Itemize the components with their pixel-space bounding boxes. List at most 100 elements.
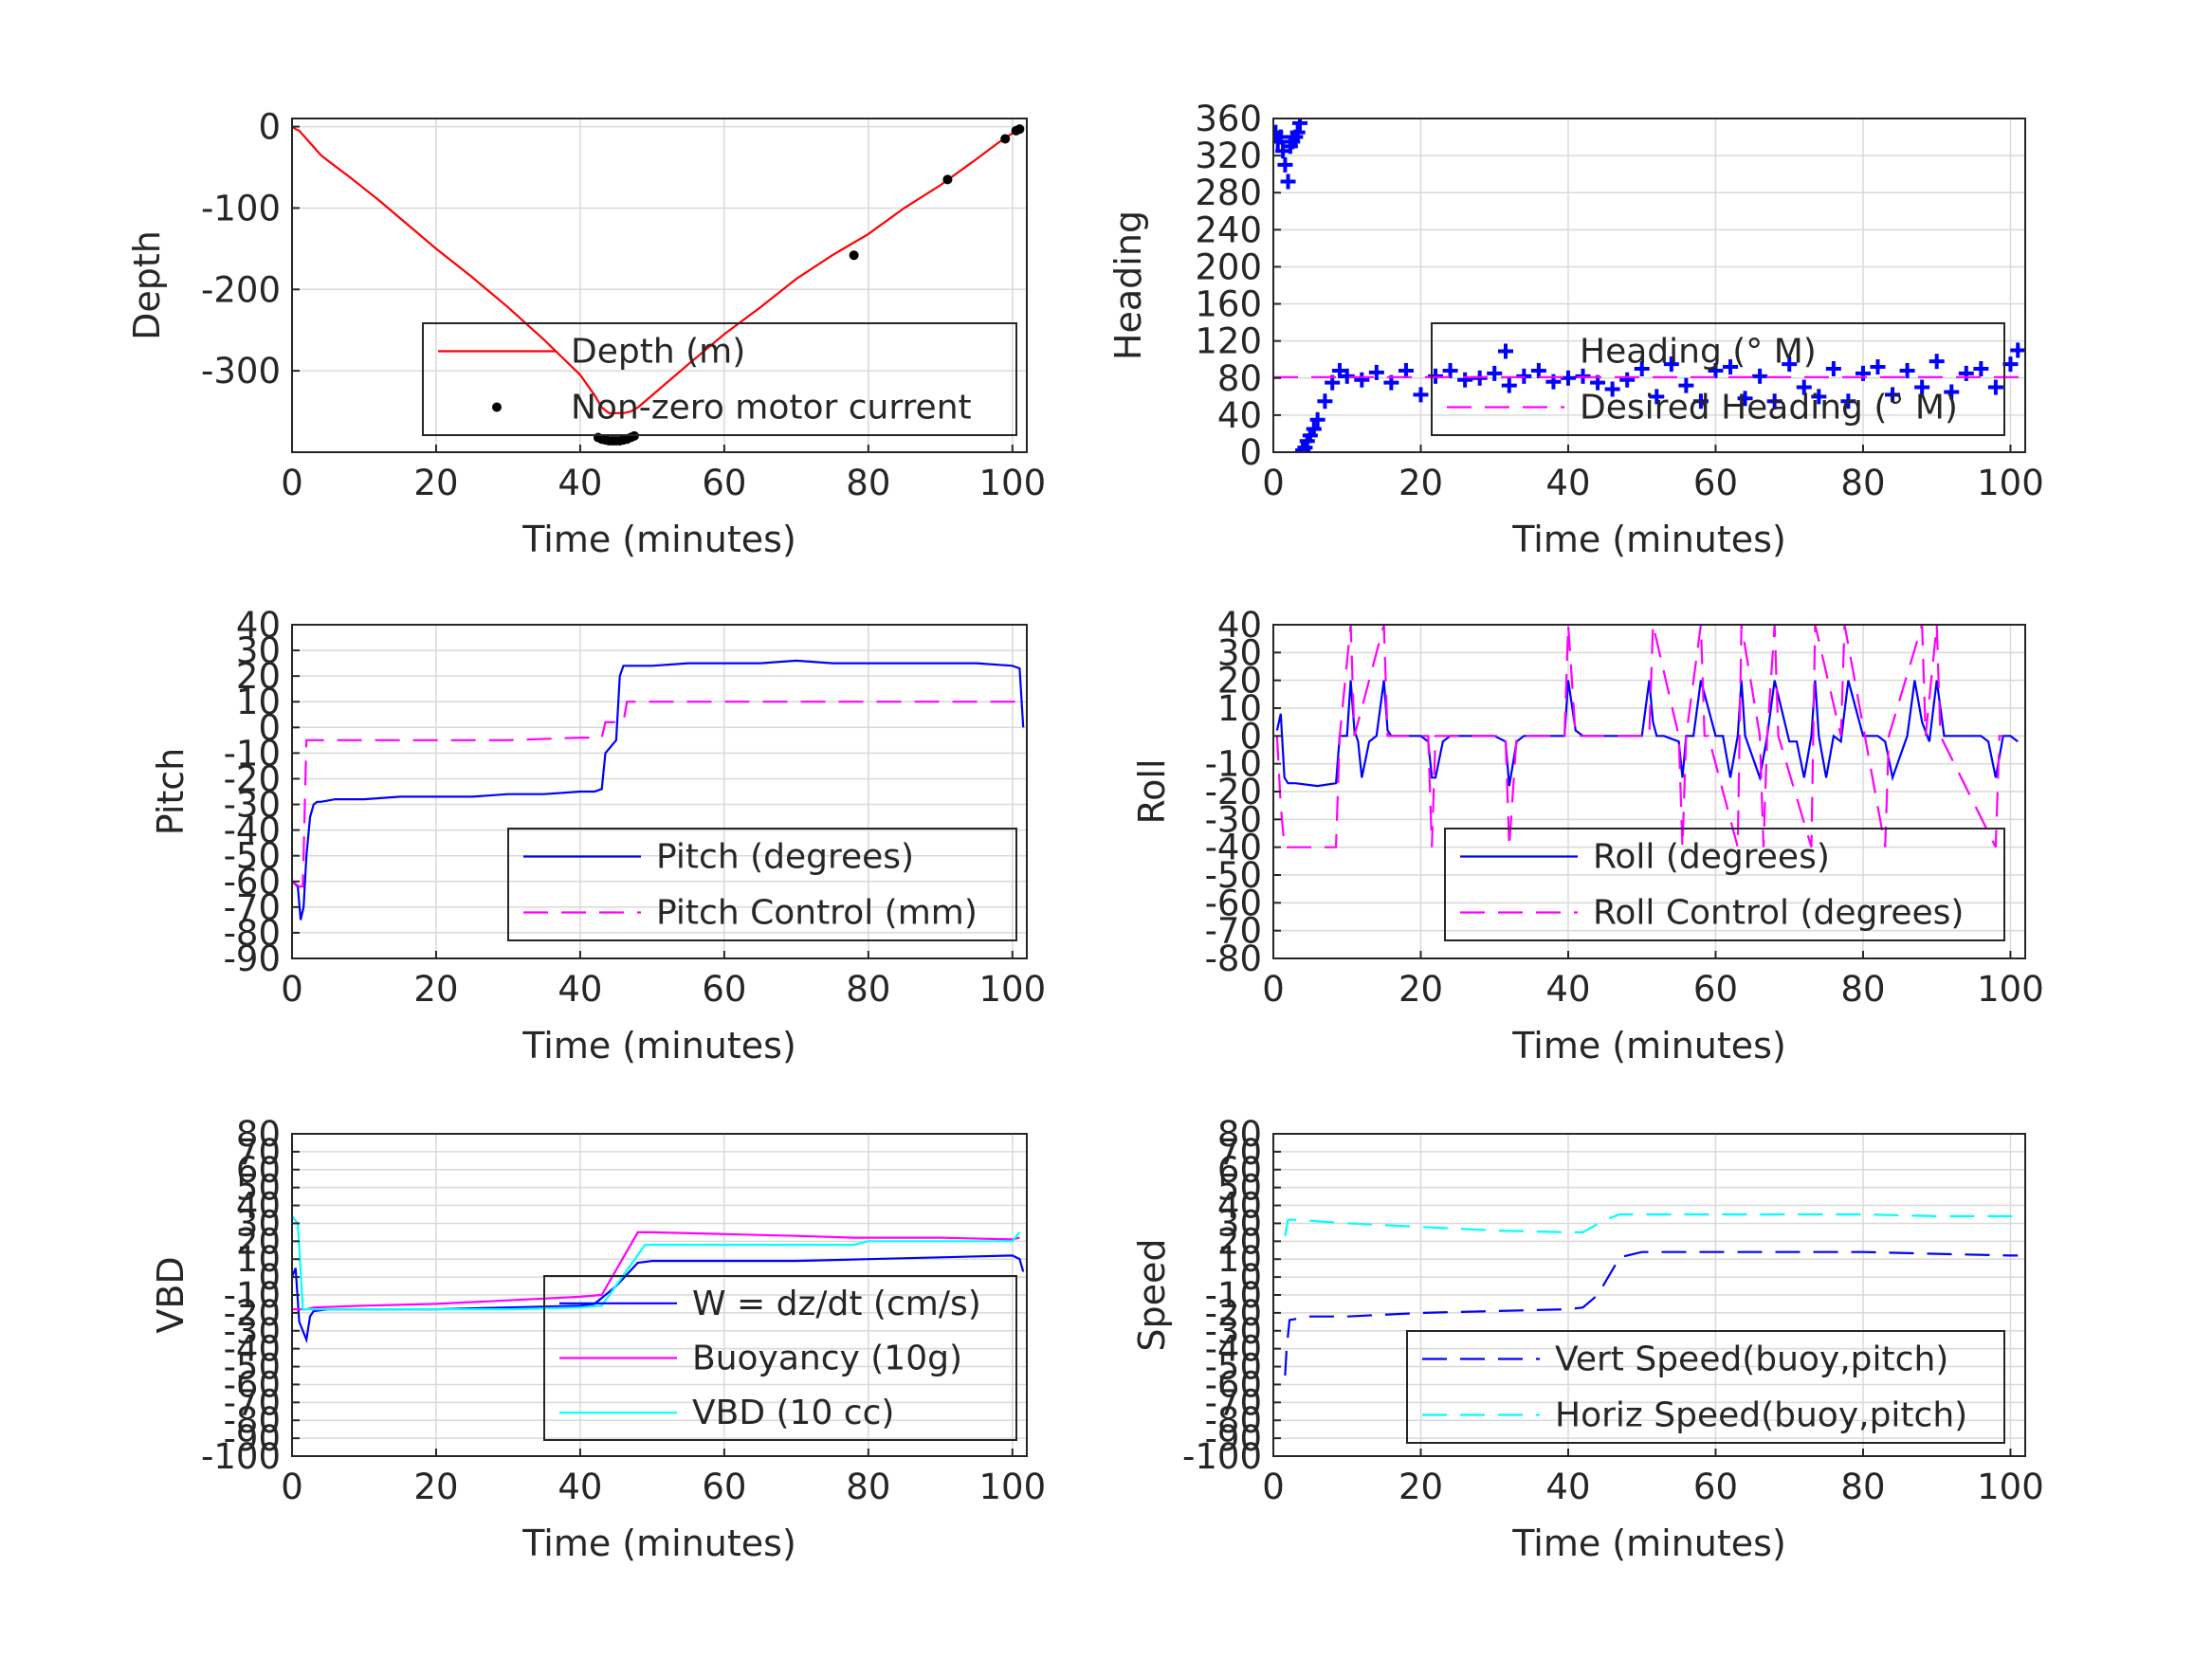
roll-xtick-label: 0: [1262, 969, 1285, 1010]
pitch-legend-box: [507, 828, 1017, 941]
depth-ytick-label: -300: [201, 351, 281, 392]
heading-point: [1413, 387, 1429, 403]
depth-xtick-label: 20: [413, 463, 458, 503]
depth-xlabel: Time (minutes): [521, 519, 796, 560]
roll-legend-box: [1444, 828, 2005, 941]
depth-point: [942, 174, 953, 185]
vbd-series-1: [292, 1231, 1020, 1311]
pitch-ytick-label: 10: [236, 682, 281, 722]
vbd-xtick-label: 40: [558, 1467, 602, 1507]
heading-point: [1825, 361, 1841, 376]
heading-series-0: [1273, 118, 2025, 452]
roll-ytick-label: 20: [1217, 661, 1262, 702]
vbd-ytick-label: -30: [224, 1311, 281, 1352]
speed-line: [1284, 1250, 2019, 1376]
vbd-legend-box: [543, 1275, 1017, 1441]
vbd-series-0: [292, 1254, 1025, 1344]
roll-ytick-label: -60: [1205, 883, 1262, 923]
depth-point: [1000, 134, 1011, 144]
vbd-legend-entry: Buoyancy (10g): [692, 1340, 962, 1378]
roll-series-0: [1275, 680, 2019, 788]
roll-ytick-label: -70: [1205, 911, 1262, 952]
vbd-ytick-label: 40: [236, 1186, 281, 1227]
speed-ytick-label: 80: [1217, 1114, 1262, 1155]
heading-point: [1914, 379, 1930, 395]
heading-point: [1692, 393, 1709, 410]
heading-point: [1649, 389, 1665, 405]
heading-point: [1306, 421, 1322, 437]
vbd-line: [292, 1254, 1025, 1344]
vbd-xtick-label: 100: [978, 1467, 1046, 1507]
heading-point: [2002, 356, 2019, 373]
heading-point: [1291, 118, 1307, 131]
speed-legend-entry: Vert Speed(buoy,pitch): [1555, 1340, 1948, 1379]
vbd-line: [292, 1231, 1020, 1311]
pitch-ytick-label: 30: [236, 630, 281, 671]
heading-point: [1944, 384, 1960, 400]
speed-ytick-label: 60: [1217, 1150, 1262, 1191]
heading-ytick-label: 280: [1195, 173, 1262, 213]
pitch-legend-entry: Pitch Control (mm): [656, 894, 978, 933]
heading-point: [1737, 391, 1753, 407]
heading-point: [1663, 356, 1679, 373]
pitch-ytick-label: -10: [224, 733, 281, 774]
heading-point: [1796, 379, 1812, 395]
speed-ytick-label: 50: [1217, 1168, 1262, 1209]
speed-ytick-label: 70: [1217, 1132, 1262, 1173]
depth-xtick-label: 40: [558, 463, 602, 503]
speed-ytick-label: -60: [1205, 1364, 1262, 1405]
speed-legend-entry: Horiz Speed(buoy,pitch): [1555, 1396, 1967, 1435]
heading-point: [1317, 393, 1333, 410]
pitch-line: [292, 659, 1025, 921]
heading-axes-box: [1272, 118, 2026, 453]
vbd-ytick-label: 30: [236, 1203, 281, 1244]
roll-ytick-label: -80: [1205, 939, 1262, 979]
roll-xlabel: Time (minutes): [1511, 1025, 1786, 1066]
speed-ylabel: Speed: [1131, 1238, 1173, 1351]
vbd-ytick-label: -20: [224, 1293, 281, 1334]
heading-point: [1752, 368, 1768, 384]
heading-point: [1604, 381, 1620, 397]
vbd-xtick-label: 60: [702, 1467, 746, 1507]
speed-ytick-label: -90: [1205, 1418, 1262, 1459]
vbd-ytick-label: 10: [236, 1239, 281, 1280]
depth-legend-box: [422, 322, 1017, 436]
roll-xtick-label: 80: [1840, 969, 1885, 1010]
heading-ytick-label: 80: [1217, 358, 1262, 399]
pitch-xtick-label: 0: [281, 969, 303, 1010]
depth-xtick-label: 100: [978, 463, 1046, 503]
pitch-ytick-label: 0: [258, 707, 281, 748]
depth-ytick-label: 0: [258, 107, 281, 148]
depth-ylabel: Depth: [126, 230, 168, 340]
pitch-xtick-label: 40: [558, 969, 602, 1010]
heading-xtick-label: 80: [1840, 463, 1885, 503]
heading-point: [1766, 393, 1782, 410]
pitch-xtick-label: 80: [846, 969, 890, 1010]
roll-legend: Roll (degrees) Roll Control (degrees): [1444, 828, 2005, 941]
vbd-ytick-label: -90: [224, 1418, 281, 1459]
heading-point: [1958, 365, 1974, 381]
heading-point: [1723, 359, 1739, 375]
depth-xtick-label: 60: [702, 463, 746, 503]
vbd-ytick-label: 0: [258, 1257, 281, 1298]
speed-ytick-label: -20: [1205, 1293, 1262, 1334]
heading-point: [1354, 372, 1370, 388]
pitch-ytick-label: -80: [224, 913, 281, 954]
roll-ytick-label: -20: [1205, 772, 1262, 812]
pitch-ytick-label: -90: [224, 939, 281, 979]
heading-point: [1811, 389, 1827, 405]
heading-xtick-label: 40: [1545, 463, 1590, 503]
heading-point: [1885, 387, 1901, 403]
vbd-ytick-label: 70: [236, 1132, 281, 1173]
pitch-ytick-label: 20: [236, 656, 281, 697]
heading-ytick-label: 40: [1217, 395, 1262, 436]
speed-legend: Vert Speed(buoy,pitch) Horiz Speed(buoy,p…: [1406, 1330, 2005, 1444]
pitch-axes-box: [291, 624, 1028, 959]
pitch-series-1: [292, 701, 1020, 888]
heading-point: [1289, 124, 1306, 140]
speed-legend-box: [1406, 1330, 2005, 1444]
roll-line: [1275, 680, 2019, 788]
heading-ytick-label: 120: [1195, 321, 1262, 362]
depth-axes-box: [291, 118, 1028, 453]
vbd-legend-entry: VBD (10 cc): [692, 1394, 894, 1432]
